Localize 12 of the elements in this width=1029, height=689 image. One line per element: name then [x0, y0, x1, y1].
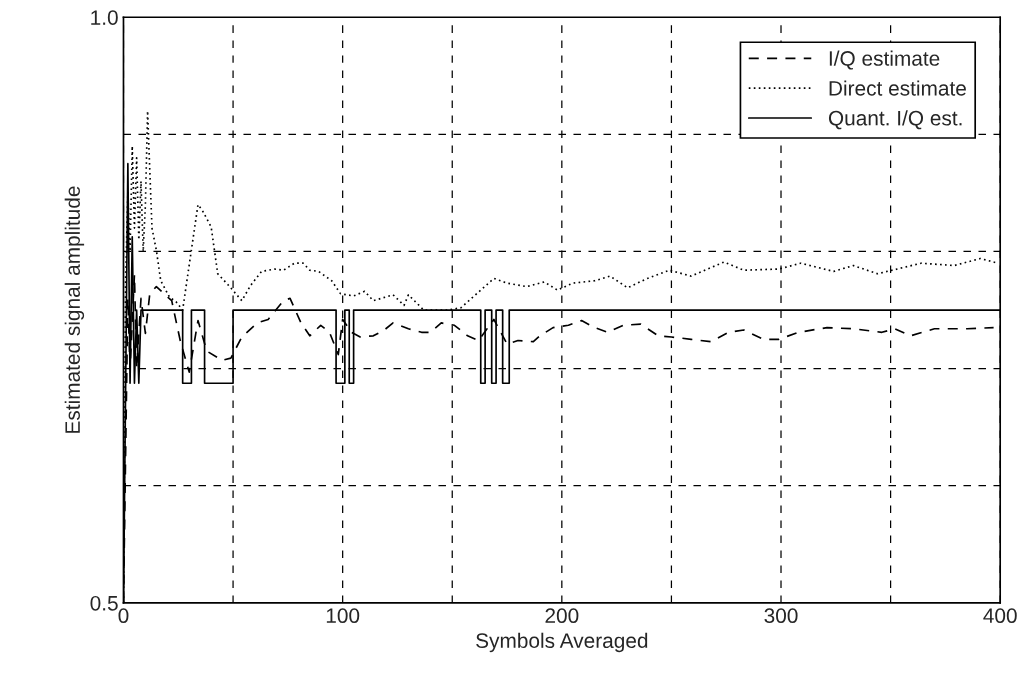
x-tick-label: 200: [545, 608, 579, 624]
legend-label: Direct estimate: [829, 80, 966, 96]
x-tick-label: 100: [326, 608, 360, 624]
y-tick-label: 1.0: [91, 10, 118, 25]
legend-label: Quant. I/Q est.: [828, 110, 962, 130]
x-axis-title: Symbols Averaged: [476, 632, 648, 653]
x-tick-label: 400: [983, 608, 1017, 624]
y-axis-title: Estimated signal amplitude: [64, 186, 85, 433]
y-tick-label: 0.5: [90, 595, 118, 611]
x-tick-label: 0: [118, 608, 129, 624]
x-tick-label: 300: [764, 608, 798, 624]
legend-label: I/Q estimate: [829, 50, 940, 70]
